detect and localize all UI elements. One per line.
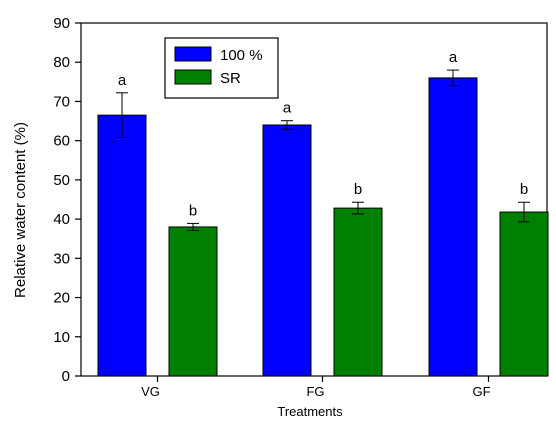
x-tick-label: GF xyxy=(472,384,490,399)
bar-series1-gf xyxy=(428,77,478,377)
y-tick-label: 30 xyxy=(53,250,70,267)
legend-label: 100 % xyxy=(220,47,263,64)
y-tick-label: 60 xyxy=(53,133,70,150)
significance-label: b xyxy=(520,181,528,198)
y-tick-label: 20 xyxy=(53,290,70,307)
legend-swatch xyxy=(174,46,212,62)
significance-label: b xyxy=(354,181,362,198)
x-axis-title: Treatments xyxy=(277,404,343,419)
bar-series2-fg xyxy=(333,207,383,377)
legend-label: SR xyxy=(220,70,241,87)
legend-swatch xyxy=(174,69,212,85)
y-tick-label: 40 xyxy=(53,211,70,228)
y-tick-label: 10 xyxy=(53,329,70,346)
y-tick-label: 70 xyxy=(53,93,70,110)
significance-label: a xyxy=(449,49,458,66)
bar-series1-vg xyxy=(97,114,147,377)
plot-frame xyxy=(80,22,548,377)
y-tick-label: 90 xyxy=(53,15,70,32)
y-tick-label: 50 xyxy=(53,172,70,189)
bar-series2-vg xyxy=(168,226,218,377)
bar-series1-fg xyxy=(262,124,312,377)
x-tick-label: VG xyxy=(141,384,160,399)
significance-label: a xyxy=(118,72,127,89)
y-axis-title: Relative water content (%) xyxy=(12,122,29,298)
bar-series2-gf xyxy=(499,211,549,377)
y-tick-label: 80 xyxy=(53,54,70,71)
y-tick-label: 0 xyxy=(62,368,70,385)
plot-area: 0 10 20 30 40 50 60 70 80 90 a b VG a b FG a b GF 100 % SR xyxy=(53,15,549,399)
significance-label: b xyxy=(189,202,197,219)
significance-label: a xyxy=(283,100,292,117)
x-tick-label: FG xyxy=(306,384,324,399)
